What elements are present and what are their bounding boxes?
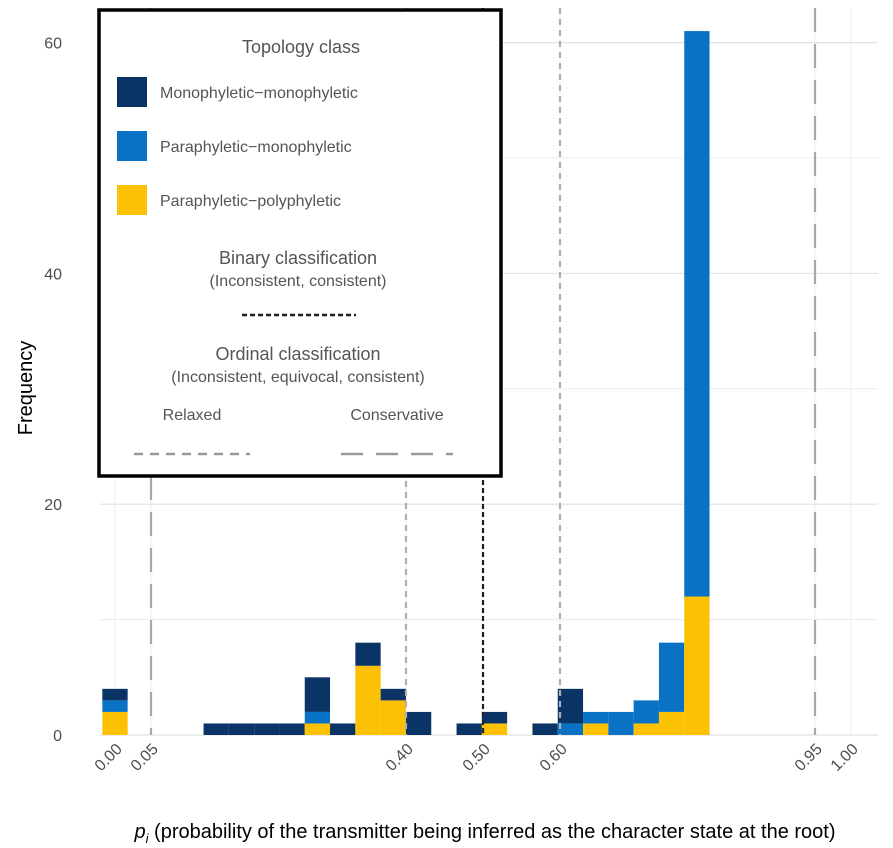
bar-mm [557, 688, 584, 724]
legend-relaxed-label: Relaxed [163, 407, 222, 424]
x-axis-title-sub: i [146, 831, 150, 846]
legend-key-mm [117, 77, 147, 107]
bar-pm [658, 642, 685, 712]
x-axis-ticks: 0.00 0.05 0.40 0.50 0.60 0.95 1.00 [92, 741, 862, 775]
x-tick-label: 0.50 [460, 741, 494, 775]
legend-box [97, 8, 503, 478]
legend-label-pm: Paraphyletic−monophyletic [160, 139, 352, 156]
y-axis-ticks: 0 20 40 60 [44, 36, 62, 745]
x-tick-label: 0.60 [537, 741, 571, 775]
bar-mm [279, 723, 305, 735]
legend-key-pp [117, 185, 147, 215]
bar-mm [254, 723, 280, 735]
x-tick-label: 0.40 [383, 741, 417, 775]
x-tick-label: 0.05 [128, 741, 162, 775]
bar-mm [330, 723, 356, 735]
bar-pm [102, 700, 128, 712]
bar-mm [405, 711, 432, 735]
x-axis-title: pi (probability of the transmitter being… [133, 821, 835, 846]
legend-conservative-label: Conservative [350, 407, 443, 424]
bar-mm [456, 723, 482, 735]
bar-pp [355, 665, 381, 735]
x-axis-title-var: p [133, 821, 145, 843]
bar-pp [684, 596, 710, 735]
bar-mm [102, 688, 128, 701]
bar-pm [557, 723, 584, 735]
bar-mm [355, 642, 381, 666]
y-tick-label: 60 [44, 36, 62, 53]
bar-pm [583, 711, 609, 724]
y-axis-title: Frequency [15, 341, 37, 436]
bar-pp [102, 711, 128, 735]
x-tick-label: 0.95 [792, 741, 826, 775]
bar-pp [633, 723, 659, 735]
bar-pp [583, 723, 609, 735]
bar-mm [304, 677, 331, 712]
bar-pp [304, 723, 331, 735]
legend-ordinal-title: Ordinal classification [215, 344, 380, 364]
bar-pm [304, 711, 331, 724]
bar-mm [380, 688, 406, 701]
y-tick-label: 40 [44, 266, 62, 283]
bar-mm [481, 711, 508, 724]
legend-label-pp: Paraphyletic−polyphyletic [160, 193, 341, 210]
bars-layer [102, 31, 710, 735]
legend-title: Topology class [242, 37, 360, 57]
legend-ordinal-subtitle: (Inconsistent, equivocal, consistent) [171, 369, 424, 386]
legend-key-pm [117, 131, 147, 161]
bar-mm [228, 723, 255, 735]
x-tick-label: 0.00 [92, 741, 126, 775]
bar-pm [608, 711, 634, 735]
y-tick-label: 0 [53, 728, 62, 745]
legend-binary-title: Binary classification [219, 248, 377, 268]
bar-mm [203, 723, 229, 735]
legend-binary-subtitle: (Inconsistent, consistent) [210, 273, 387, 290]
x-tick-label: 1.00 [828, 741, 862, 775]
bar-pp [380, 700, 406, 735]
legend-label-mm: Monophyletic−monophyletic [160, 85, 358, 102]
bar-pp [658, 711, 685, 735]
bar-pp [481, 723, 508, 735]
y-tick-label: 20 [44, 497, 62, 514]
legend: Topology class Monophyletic−monophyletic… [97, 8, 503, 478]
bar-pm [633, 700, 659, 724]
bar-pm [684, 31, 710, 597]
bar-mm [532, 723, 558, 735]
x-axis-title-rest: (probability of the transmitter being in… [149, 821, 836, 843]
